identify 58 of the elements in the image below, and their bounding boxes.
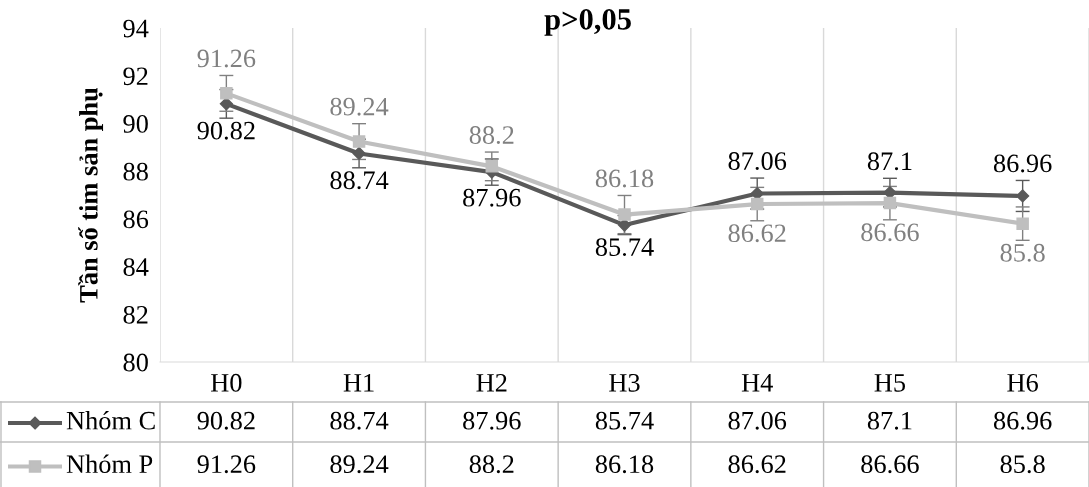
x-tick-label: H3 bbox=[609, 373, 640, 392]
y-tick-label: 94 bbox=[123, 19, 149, 38]
data-label: 90.82 bbox=[197, 411, 255, 430]
annotation: 91.26 bbox=[197, 49, 256, 68]
annotation: 90.82 bbox=[197, 121, 255, 140]
data-label: 87.1 bbox=[867, 411, 912, 430]
point bbox=[352, 135, 366, 148]
data-label: 86.96 bbox=[993, 411, 1052, 430]
annotation: 86.18 bbox=[595, 169, 654, 188]
legend-label: Nhóm C bbox=[66, 411, 155, 430]
annotation: 87.96 bbox=[463, 188, 521, 207]
annotation: 85.8 bbox=[1000, 243, 1045, 262]
point bbox=[220, 87, 233, 100]
x-tick-label: H6 bbox=[1007, 373, 1038, 392]
annotation: 85.74 bbox=[595, 238, 654, 257]
data-label: 86.66 bbox=[861, 455, 919, 474]
x-tick-label: H0 bbox=[210, 373, 242, 392]
data-label: 85.8 bbox=[1000, 455, 1045, 474]
point bbox=[617, 218, 632, 232]
point bbox=[618, 208, 631, 221]
annotation: 87.06 bbox=[728, 152, 787, 171]
data-label: 88.74 bbox=[330, 411, 389, 430]
y-tick-label: 88 bbox=[123, 162, 148, 181]
y-axis-title: Tần số tim sản phụ bbox=[78, 87, 104, 303]
data-label: 91.26 bbox=[197, 455, 256, 474]
y-tick-label: 92 bbox=[123, 67, 148, 86]
y-tick-label: 80 bbox=[123, 353, 148, 372]
chart-title: p>0,05 bbox=[544, 9, 631, 36]
annotation: 87.1 bbox=[867, 152, 912, 171]
annotation: 86.66 bbox=[861, 223, 919, 242]
data-label: 85.74 bbox=[595, 411, 654, 430]
y-tick-label: 84 bbox=[123, 258, 149, 276]
data-label: 86.18 bbox=[595, 455, 654, 474]
annotation: 88.74 bbox=[330, 171, 389, 190]
data-label: 88.2 bbox=[469, 455, 514, 474]
point bbox=[485, 160, 499, 173]
annotation: 89.24 bbox=[330, 97, 389, 116]
y-tick-label: 90 bbox=[123, 115, 148, 133]
annotation: 86.96 bbox=[993, 154, 1052, 173]
x-tick-label: H5 bbox=[874, 374, 906, 392]
point bbox=[1016, 217, 1029, 230]
data-label: 87.96 bbox=[463, 411, 521, 430]
legend-label: Nhóm P bbox=[66, 454, 153, 474]
y-tick-label: 82 bbox=[123, 305, 148, 324]
annotation: 88.2 bbox=[469, 126, 514, 145]
point bbox=[219, 97, 233, 111]
data-label: 87.06 bbox=[728, 411, 787, 430]
x-tick-label: H4 bbox=[741, 374, 773, 392]
annotation: 86.62 bbox=[728, 224, 786, 243]
x-tick-label: H2 bbox=[476, 373, 507, 392]
point bbox=[1016, 189, 1030, 203]
point bbox=[750, 197, 764, 211]
y-tick-label: 86 bbox=[123, 210, 149, 229]
point bbox=[352, 146, 366, 161]
x-tick-label: H1 bbox=[343, 374, 374, 392]
point bbox=[883, 196, 897, 210]
data-label: 89.24 bbox=[330, 455, 389, 474]
data-label: 86.62 bbox=[728, 455, 786, 474]
